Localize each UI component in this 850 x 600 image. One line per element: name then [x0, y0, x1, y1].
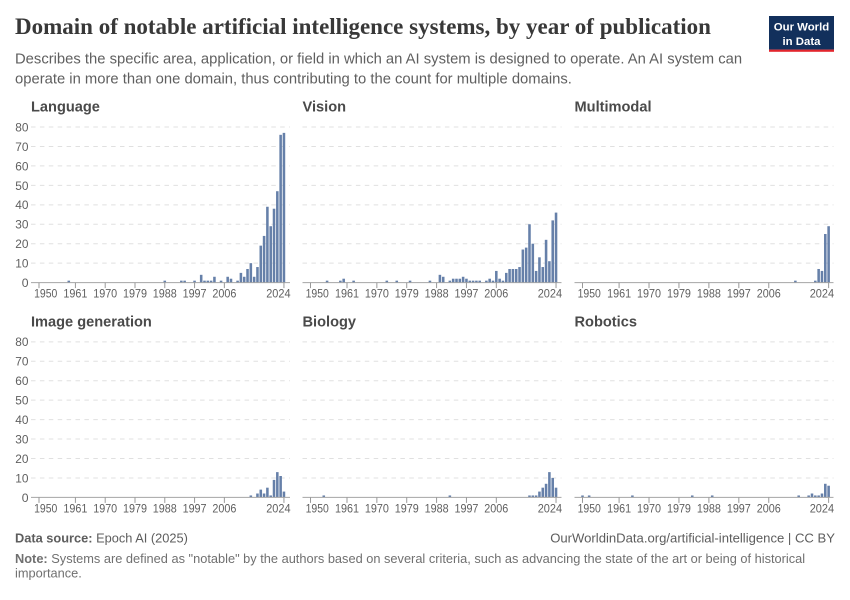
svg-text:1970: 1970 — [93, 287, 117, 301]
svg-text:1961: 1961 — [335, 287, 359, 301]
svg-text:30: 30 — [15, 218, 28, 232]
svg-text:2024: 2024 — [266, 501, 291, 515]
svg-text:70: 70 — [15, 140, 28, 154]
svg-text:50: 50 — [15, 179, 28, 193]
svg-text:1997: 1997 — [727, 287, 751, 301]
svg-text:Note: Systems are defined as ": Note: Systems are defined as "notable" b… — [15, 551, 805, 566]
svg-text:1988: 1988 — [697, 287, 721, 301]
svg-text:Biology: Biology — [303, 314, 357, 330]
svg-text:1950: 1950 — [34, 501, 57, 515]
svg-text:2006: 2006 — [212, 501, 236, 515]
svg-text:2024: 2024 — [538, 501, 563, 515]
svg-text:Describes the specific area, a: Describes the specific area, application… — [15, 52, 742, 68]
svg-text:Domain of notable artificial i: Domain of notable artificial intelligenc… — [15, 14, 711, 39]
svg-text:Language: Language — [31, 100, 100, 116]
svg-text:1950: 1950 — [34, 287, 57, 301]
svg-text:10: 10 — [15, 257, 28, 271]
svg-text:60: 60 — [15, 159, 28, 173]
svg-text:60: 60 — [15, 374, 28, 388]
svg-text:1970: 1970 — [637, 287, 661, 301]
svg-text:1997: 1997 — [454, 287, 478, 301]
svg-text:80: 80 — [15, 335, 28, 349]
svg-text:1970: 1970 — [365, 287, 389, 301]
svg-text:2024: 2024 — [810, 501, 835, 515]
svg-text:1997: 1997 — [727, 501, 751, 515]
svg-text:2024: 2024 — [538, 287, 563, 301]
svg-text:operate in more than one domai: operate in more than one domain, thus co… — [15, 72, 572, 88]
svg-text:2024: 2024 — [810, 287, 835, 301]
svg-text:Image generation: Image generation — [31, 314, 152, 330]
svg-text:2006: 2006 — [484, 501, 508, 515]
svg-text:1979: 1979 — [395, 287, 419, 301]
svg-text:1961: 1961 — [607, 287, 631, 301]
svg-text:2024: 2024 — [266, 287, 291, 301]
svg-text:1979: 1979 — [123, 287, 147, 301]
svg-text:importance.: importance. — [15, 566, 82, 581]
svg-text:Data source: Epoch AI (2025): Data source: Epoch AI (2025) — [15, 531, 188, 546]
svg-text:1979: 1979 — [667, 287, 691, 301]
svg-text:1970: 1970 — [637, 501, 661, 515]
svg-text:1979: 1979 — [123, 501, 147, 515]
svg-text:20: 20 — [15, 452, 28, 466]
svg-text:1950: 1950 — [306, 501, 329, 515]
svg-text:1961: 1961 — [607, 501, 631, 515]
svg-text:1997: 1997 — [183, 501, 207, 515]
svg-text:1970: 1970 — [93, 501, 117, 515]
svg-text:1961: 1961 — [335, 501, 359, 515]
svg-text:Multimodal: Multimodal — [575, 100, 652, 116]
svg-text:Our World: Our World — [774, 22, 830, 34]
svg-text:30: 30 — [15, 432, 28, 446]
svg-text:1961: 1961 — [63, 501, 87, 515]
svg-text:1988: 1988 — [153, 501, 177, 515]
svg-text:2006: 2006 — [212, 287, 236, 301]
svg-text:1961: 1961 — [63, 287, 87, 301]
svg-text:0: 0 — [22, 276, 29, 290]
svg-text:1950: 1950 — [578, 501, 601, 515]
svg-text:1950: 1950 — [578, 287, 601, 301]
svg-text:OurWorldinData.org/artificial-: OurWorldinData.org/artificial-intelligen… — [550, 531, 835, 546]
svg-text:80: 80 — [15, 120, 28, 134]
svg-text:Vision: Vision — [303, 100, 347, 116]
svg-text:40: 40 — [15, 198, 28, 212]
svg-text:in Data: in Data — [783, 36, 822, 48]
svg-text:2006: 2006 — [484, 287, 508, 301]
svg-text:2006: 2006 — [757, 287, 781, 301]
svg-text:1979: 1979 — [395, 501, 419, 515]
svg-text:1997: 1997 — [454, 501, 478, 515]
svg-text:1970: 1970 — [365, 501, 389, 515]
svg-text:1988: 1988 — [425, 501, 449, 515]
svg-text:1950: 1950 — [306, 287, 329, 301]
svg-text:1997: 1997 — [183, 287, 207, 301]
svg-text:40: 40 — [15, 413, 28, 427]
svg-text:70: 70 — [15, 355, 28, 369]
svg-text:2006: 2006 — [757, 501, 781, 515]
svg-text:50: 50 — [15, 394, 28, 408]
svg-text:1988: 1988 — [153, 287, 177, 301]
svg-text:1979: 1979 — [667, 501, 691, 515]
svg-text:20: 20 — [15, 237, 28, 251]
svg-text:Robotics: Robotics — [575, 314, 637, 330]
svg-text:0: 0 — [22, 491, 29, 505]
svg-text:1988: 1988 — [697, 501, 721, 515]
svg-text:10: 10 — [15, 471, 28, 485]
svg-text:1988: 1988 — [425, 287, 449, 301]
